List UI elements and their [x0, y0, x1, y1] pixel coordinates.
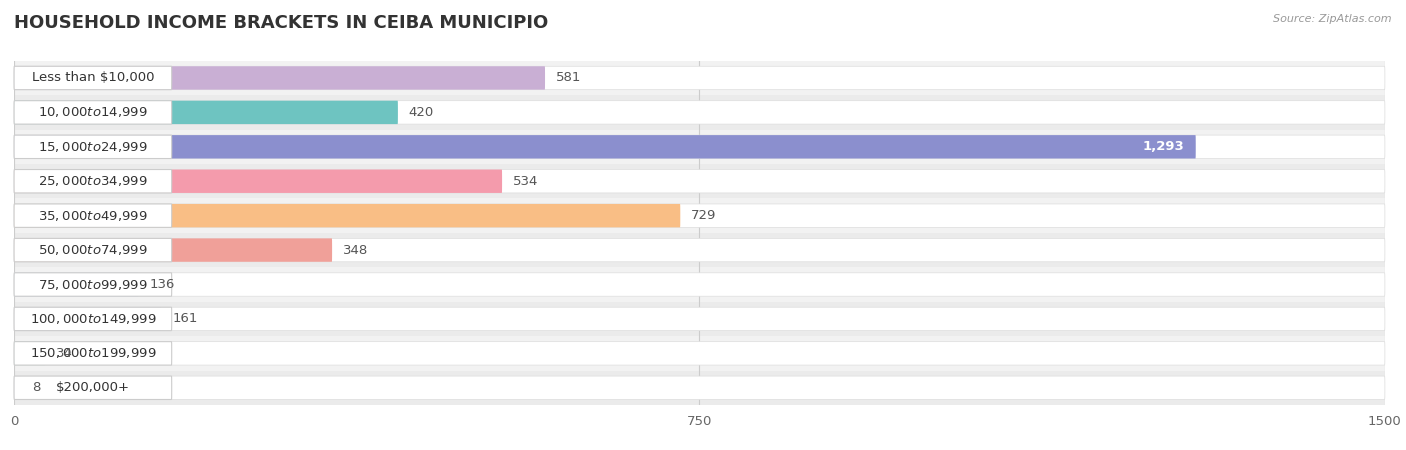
FancyBboxPatch shape: [14, 170, 172, 193]
Text: 34: 34: [56, 347, 73, 360]
Text: $10,000 to $14,999: $10,000 to $14,999: [38, 105, 148, 119]
FancyBboxPatch shape: [14, 135, 1385, 158]
FancyBboxPatch shape: [14, 170, 502, 193]
FancyBboxPatch shape: [14, 342, 45, 365]
Text: 420: 420: [409, 106, 434, 119]
FancyBboxPatch shape: [14, 376, 172, 400]
FancyBboxPatch shape: [14, 238, 332, 262]
Bar: [14, 130, 1385, 164]
FancyBboxPatch shape: [14, 101, 1385, 124]
FancyBboxPatch shape: [14, 376, 21, 400]
Text: $15,000 to $24,999: $15,000 to $24,999: [38, 140, 148, 154]
Text: 581: 581: [555, 72, 581, 85]
Text: $75,000 to $99,999: $75,000 to $99,999: [38, 278, 148, 292]
FancyBboxPatch shape: [14, 135, 172, 158]
FancyBboxPatch shape: [14, 101, 172, 124]
FancyBboxPatch shape: [14, 204, 681, 227]
FancyBboxPatch shape: [14, 273, 172, 296]
FancyBboxPatch shape: [14, 204, 172, 227]
Text: $100,000 to $149,999: $100,000 to $149,999: [30, 312, 156, 326]
FancyBboxPatch shape: [14, 376, 1385, 400]
FancyBboxPatch shape: [14, 101, 398, 124]
Text: 348: 348: [343, 243, 368, 256]
Text: 729: 729: [692, 209, 717, 222]
Text: $50,000 to $74,999: $50,000 to $74,999: [38, 243, 148, 257]
Text: Less than $10,000: Less than $10,000: [31, 72, 155, 85]
FancyBboxPatch shape: [14, 342, 1385, 365]
Bar: [14, 61, 1385, 95]
FancyBboxPatch shape: [14, 170, 1385, 193]
Text: HOUSEHOLD INCOME BRACKETS IN CEIBA MUNICIPIO: HOUSEHOLD INCOME BRACKETS IN CEIBA MUNIC…: [14, 14, 548, 32]
Text: 534: 534: [513, 175, 538, 188]
Bar: [14, 302, 1385, 336]
Bar: [14, 371, 1385, 405]
Text: 136: 136: [149, 278, 174, 291]
Text: $25,000 to $34,999: $25,000 to $34,999: [38, 174, 148, 188]
FancyBboxPatch shape: [14, 238, 1385, 262]
Text: $35,000 to $49,999: $35,000 to $49,999: [38, 209, 148, 223]
Text: $150,000 to $199,999: $150,000 to $199,999: [30, 346, 156, 360]
Text: 161: 161: [172, 312, 197, 325]
Text: 8: 8: [32, 381, 41, 394]
Bar: [14, 267, 1385, 302]
FancyBboxPatch shape: [14, 204, 1385, 227]
FancyBboxPatch shape: [14, 342, 172, 365]
Bar: [14, 336, 1385, 371]
Text: Source: ZipAtlas.com: Source: ZipAtlas.com: [1274, 14, 1392, 23]
FancyBboxPatch shape: [14, 307, 162, 331]
Bar: [14, 198, 1385, 233]
Bar: [14, 164, 1385, 198]
FancyBboxPatch shape: [14, 66, 172, 90]
FancyBboxPatch shape: [14, 135, 1195, 158]
FancyBboxPatch shape: [14, 307, 172, 331]
Text: $200,000+: $200,000+: [56, 381, 129, 394]
FancyBboxPatch shape: [14, 238, 172, 262]
FancyBboxPatch shape: [14, 66, 1385, 90]
Bar: [14, 233, 1385, 267]
FancyBboxPatch shape: [14, 273, 1385, 296]
FancyBboxPatch shape: [14, 273, 138, 296]
Bar: [14, 95, 1385, 130]
FancyBboxPatch shape: [14, 66, 546, 90]
FancyBboxPatch shape: [14, 307, 1385, 331]
Text: 1,293: 1,293: [1143, 140, 1185, 153]
